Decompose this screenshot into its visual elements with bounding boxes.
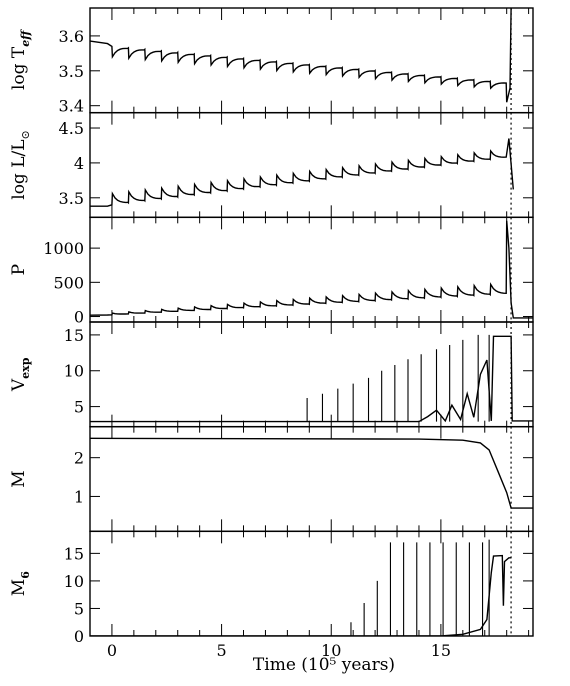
panel-frame: [89, 111, 534, 219]
panel-frame: [89, 321, 534, 428]
y-tick-label: 3.4: [59, 97, 84, 116]
y-tick-label: 1000: [43, 239, 84, 258]
x-tick-label: 15: [431, 641, 451, 660]
x-tick-label: 5: [216, 641, 226, 660]
series-line: [90, 220, 533, 319]
series-line: [90, 437, 533, 509]
x-tick-label: 0: [107, 641, 117, 660]
y-tick-label: 1: [74, 487, 84, 506]
y-tick-label: 0: [74, 627, 84, 646]
y-tick-label: 3.5: [59, 189, 84, 208]
y-axis-label: M: [9, 470, 29, 487]
panel-mass: 1 2 M: [9, 425, 534, 533]
y-tick-label: 5: [74, 398, 84, 417]
series-line: [90, 8, 512, 103]
y-tick-label: 10: [64, 362, 84, 381]
y-axis-label: P: [9, 264, 29, 275]
y-tick-label: 500: [53, 273, 84, 292]
panel-mdot: 0 5 10 15 M6 0 5 10 15: [9, 530, 534, 660]
series-mdot: [90, 539, 512, 636]
y-axis-label: M6: [9, 571, 32, 596]
panel-period: 0 500 1000 P: [9, 216, 534, 327]
series-line: [90, 554, 512, 636]
y-tick-label: 0: [74, 308, 84, 327]
panel-lum: 3.5 4 4.5 log L/L⊙: [9, 111, 534, 219]
y-tick-label: 3.6: [59, 27, 84, 46]
y-tick-label: 15: [64, 326, 84, 345]
panel-frame: [89, 425, 534, 533]
x-tick-label: 10: [321, 641, 341, 660]
series-teff: [90, 8, 512, 103]
panel-frame: [89, 216, 534, 323]
series-mass: [90, 437, 533, 509]
series-lum: [90, 138, 514, 207]
y-tick-label: 15: [64, 544, 84, 563]
y-tick-label: 4.5: [59, 119, 84, 138]
y-axis-label: Vexp: [9, 357, 32, 392]
panel-frame: [89, 7, 534, 114]
y-tick-label: 2: [74, 449, 84, 468]
panel-teff: 3.4 3.5 3.6 log Teff: [9, 7, 534, 116]
series-line: [90, 138, 514, 207]
y-axis-label: log L/L⊙: [9, 130, 32, 199]
y-tick-label: 3.5: [59, 62, 84, 81]
y-tick-label: 5: [74, 599, 84, 618]
series-vexp: [90, 334, 533, 423]
y-tick-label: 10: [64, 572, 84, 591]
x-axis-label: Time (10⁵ years): [253, 655, 395, 675]
series-line: [90, 335, 533, 423]
y-tick-label: 4: [74, 154, 84, 173]
y-axis-label: log Teff: [9, 29, 32, 90]
panel-frame: [89, 530, 534, 637]
panel-vexp: 5 10 15 Vexp: [9, 321, 534, 428]
series-period: [90, 220, 533, 319]
